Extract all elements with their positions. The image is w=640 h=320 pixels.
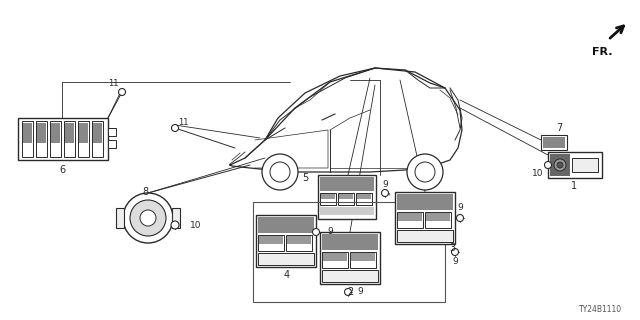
- Bar: [36, 121, 47, 157]
- Text: FR.: FR.: [592, 47, 612, 57]
- Bar: [18, 118, 108, 160]
- Bar: [323, 253, 347, 261]
- Bar: [397, 212, 423, 228]
- Bar: [398, 213, 422, 221]
- Bar: [258, 217, 314, 233]
- Circle shape: [456, 214, 463, 221]
- Circle shape: [172, 124, 179, 132]
- Text: 9: 9: [357, 287, 363, 297]
- Bar: [356, 193, 372, 205]
- Bar: [572, 158, 598, 172]
- Bar: [320, 177, 374, 191]
- Bar: [173, 126, 177, 130]
- Text: 11: 11: [108, 78, 118, 87]
- Bar: [320, 232, 380, 284]
- Circle shape: [171, 221, 179, 229]
- Bar: [286, 235, 312, 251]
- Bar: [287, 236, 311, 244]
- Bar: [108, 140, 116, 148]
- Circle shape: [545, 162, 552, 169]
- Circle shape: [344, 289, 351, 295]
- Bar: [541, 135, 567, 150]
- Bar: [426, 213, 450, 221]
- Bar: [322, 234, 378, 250]
- Text: 9: 9: [452, 258, 458, 267]
- Bar: [320, 207, 374, 215]
- Bar: [321, 194, 335, 199]
- Text: 10: 10: [532, 169, 544, 178]
- Circle shape: [407, 154, 443, 190]
- Bar: [253, 202, 445, 302]
- Text: 11: 11: [178, 117, 188, 126]
- Bar: [256, 215, 316, 267]
- Bar: [357, 194, 371, 199]
- Bar: [351, 253, 375, 261]
- Bar: [116, 208, 124, 228]
- Bar: [64, 121, 75, 157]
- Bar: [350, 252, 376, 268]
- Bar: [397, 194, 453, 210]
- Bar: [37, 123, 46, 143]
- Bar: [93, 123, 102, 143]
- Circle shape: [262, 154, 298, 190]
- Bar: [425, 212, 451, 228]
- Bar: [258, 235, 284, 251]
- Bar: [318, 175, 376, 219]
- Bar: [259, 236, 283, 244]
- Bar: [322, 270, 378, 282]
- Bar: [22, 121, 33, 157]
- Text: 6: 6: [59, 165, 65, 175]
- Text: 9: 9: [327, 228, 333, 236]
- Bar: [397, 230, 453, 242]
- Bar: [92, 121, 103, 157]
- Circle shape: [140, 210, 156, 226]
- Bar: [320, 193, 336, 205]
- Text: 10: 10: [190, 220, 202, 229]
- Circle shape: [118, 89, 125, 95]
- Bar: [108, 128, 116, 136]
- Bar: [50, 121, 61, 157]
- Text: 5: 5: [302, 173, 308, 183]
- Circle shape: [557, 162, 563, 168]
- Text: 1: 1: [571, 181, 577, 191]
- Circle shape: [554, 159, 566, 171]
- Circle shape: [381, 189, 388, 196]
- Text: 4: 4: [284, 270, 290, 280]
- Bar: [550, 154, 570, 176]
- Bar: [339, 194, 353, 199]
- Circle shape: [123, 193, 173, 243]
- Bar: [395, 192, 455, 244]
- Circle shape: [312, 228, 319, 236]
- Text: 3: 3: [449, 243, 455, 253]
- Bar: [65, 123, 74, 143]
- Text: 8: 8: [142, 187, 148, 197]
- Bar: [548, 152, 602, 178]
- Circle shape: [270, 162, 290, 182]
- Bar: [322, 252, 348, 268]
- Circle shape: [415, 162, 435, 182]
- Bar: [258, 253, 314, 265]
- Bar: [543, 137, 565, 148]
- Bar: [23, 123, 32, 143]
- Bar: [172, 208, 180, 228]
- Text: 9: 9: [457, 204, 463, 212]
- Bar: [338, 193, 354, 205]
- Bar: [79, 123, 88, 143]
- Circle shape: [451, 249, 458, 255]
- Text: 2: 2: [347, 287, 353, 297]
- Circle shape: [130, 200, 166, 236]
- Bar: [78, 121, 89, 157]
- Text: 9: 9: [382, 180, 388, 188]
- Text: TY24B1110: TY24B1110: [579, 306, 623, 315]
- Text: 7: 7: [556, 123, 562, 133]
- Bar: [120, 90, 124, 94]
- Bar: [51, 123, 60, 143]
